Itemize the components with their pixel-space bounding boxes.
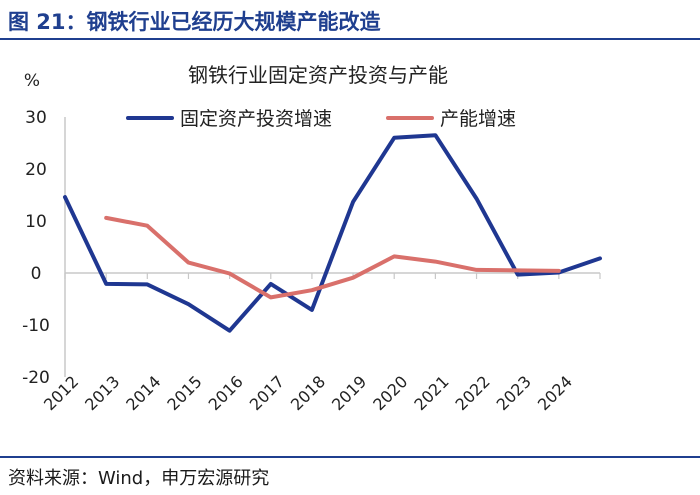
x-tick-label: 2017 [246,372,288,414]
series-layer [63,133,602,333]
legend-label: 产能增速 [440,108,516,130]
figure-header: 图 21：钢铁行业已经历大规模产能改造 [0,0,700,40]
x-tick-label: 2016 [205,372,247,414]
x-tick-label: 2019 [328,372,370,414]
x-tick-label: 2023 [493,372,535,414]
source-note: 资料来源：Wind，申万宏源研究 [8,468,270,489]
x-tick-label: 2020 [369,372,411,414]
y-axis-label: % [24,71,40,91]
y-tick-label: 20 [25,160,47,180]
footer-rule [0,456,700,458]
legend-label: 固定资产投资增速 [180,108,332,130]
header-rule [0,38,700,40]
y-tick-label: 30 [25,108,47,128]
chart-title: 钢铁行业固定资产投资与产能 [188,63,448,87]
series-line-1 [63,133,602,333]
y-tick-label: -10 [22,316,50,336]
y-axis: -20 -10 0 10 20 30 [22,108,66,388]
chart: 钢铁行业固定资产投资与产能 % 固定资产投资增速 产能增速 -20 -10 0 10 20… [22,63,602,414]
x-tick-label: 2013 [81,372,123,414]
series-line-2 [104,215,561,300]
y-tick-label: -20 [22,368,50,388]
x-tick-label: 2014 [122,372,164,414]
x-tick-label: 2015 [163,372,205,414]
figure-title: 图 21：钢铁行业已经历大规模产能改造 [8,10,381,34]
legend: 固定资产投资增速 产能增速 [126,108,516,130]
y-tick-label: 0 [31,264,42,284]
x-tick-label: 2018 [287,372,329,414]
y-tick-label: 10 [25,212,47,232]
x-tick-label: 2024 [534,372,576,414]
x-tick-label: 2022 [452,372,494,414]
x-tick-label: 2021 [410,372,452,414]
